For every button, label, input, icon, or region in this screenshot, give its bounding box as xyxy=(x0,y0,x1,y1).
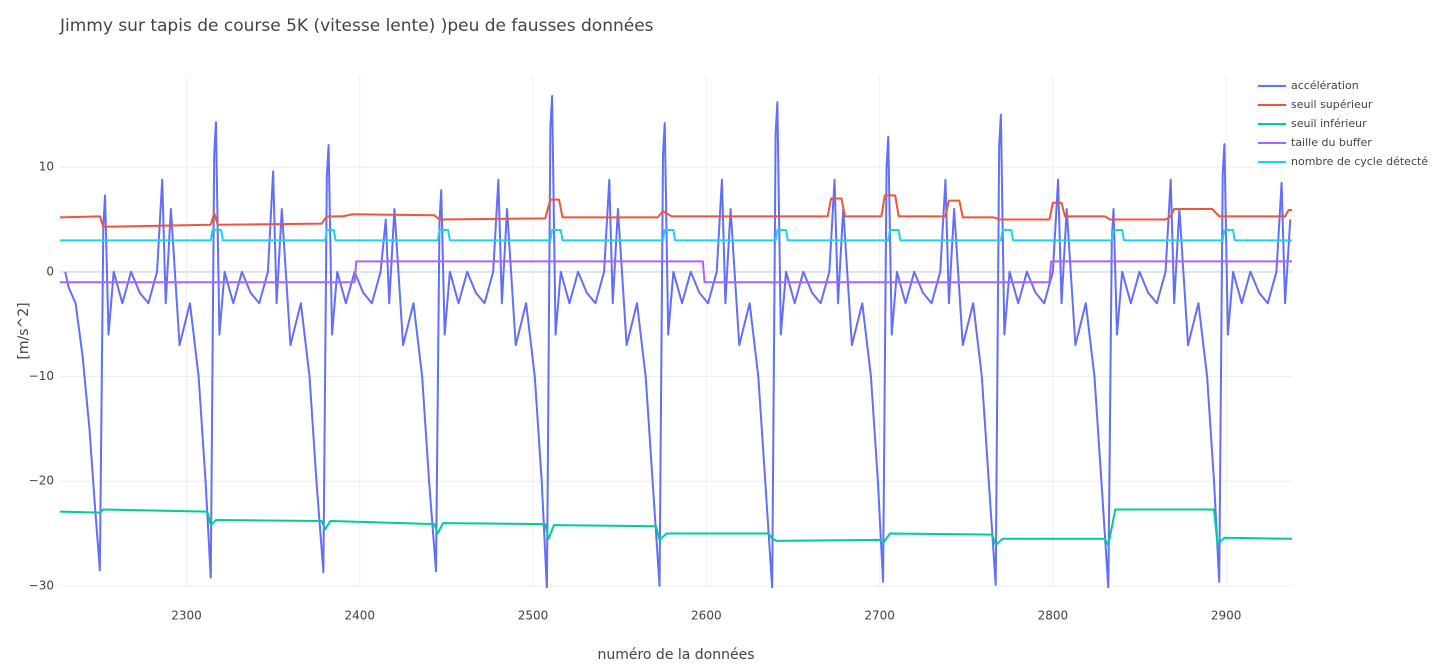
y-tick-label: −20 xyxy=(29,474,54,488)
ticks: −30 −20 −10 0 10 2300 2400 2500 2600 2700 2800 2900 xyxy=(29,160,1242,623)
series-line xyxy=(60,508,1292,547)
legend-label: nombre de cycle détecté xyxy=(1291,155,1428,168)
x-tick-label: 2500 xyxy=(518,609,549,623)
x-tick-label: 2600 xyxy=(691,609,722,623)
grid xyxy=(60,75,1292,588)
x-axis-title: numéro de la données xyxy=(597,647,754,663)
plot-area xyxy=(60,94,1292,588)
x-tick-label: 2300 xyxy=(171,609,202,623)
series-line xyxy=(60,194,1292,228)
y-tick-label: −10 xyxy=(29,369,54,383)
series-line xyxy=(60,228,1292,242)
series-line xyxy=(64,94,1292,588)
series-line xyxy=(60,260,1292,284)
legend-label: seuil inférieur xyxy=(1291,117,1367,130)
y-tick-label: −30 xyxy=(29,578,54,592)
chart-title: Jimmy sur tapis de course 5K (vitesse le… xyxy=(59,16,654,36)
legend-label: seuil supérieur xyxy=(1291,98,1373,111)
y-tick-label: 10 xyxy=(39,160,54,174)
x-tick-label: 2900 xyxy=(1211,609,1242,623)
legend-label: taille du buffer xyxy=(1291,136,1372,149)
x-tick-label: 2800 xyxy=(1038,609,1069,623)
legend-label: accélération xyxy=(1291,79,1359,92)
y-tick-label: 0 xyxy=(46,264,54,278)
legend: accélération seuil supérieur seuil inférie… xyxy=(1258,79,1428,168)
x-tick-label: 2400 xyxy=(344,609,375,623)
y-axis-title: [m/s^2] xyxy=(16,302,32,359)
x-tick-label: 2700 xyxy=(864,609,895,623)
